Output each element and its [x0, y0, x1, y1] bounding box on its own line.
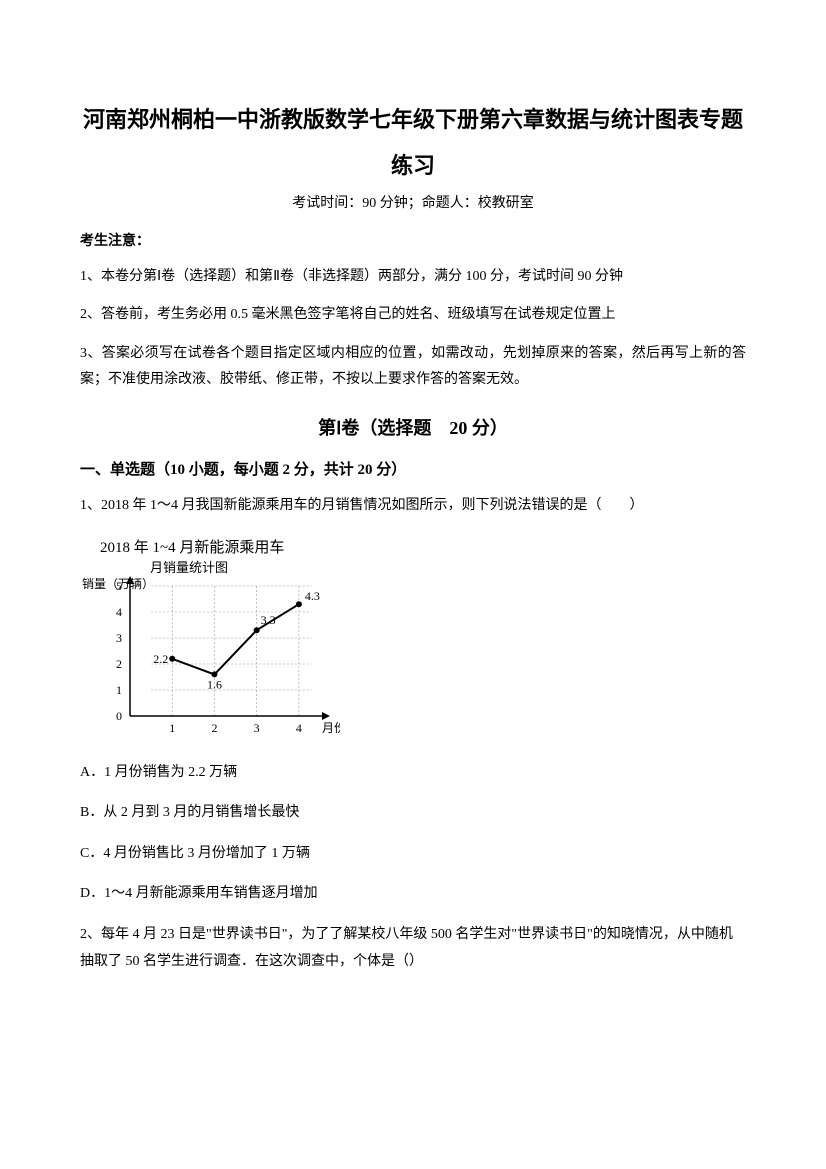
svg-text:0: 0 — [116, 709, 122, 723]
svg-text:月份: 月份 — [322, 721, 340, 735]
svg-text:2: 2 — [211, 721, 217, 735]
title-line2: 练习 — [80, 148, 746, 180]
svg-text:2018 年 1~4 月新能源乘用车: 2018 年 1~4 月新能源乘用车 — [100, 539, 284, 556]
q1-option-b: B．从 2 月到 3 月的月销售增长最快 — [80, 800, 746, 827]
question-2-stem: 2、每年 4 月 23 日是"世界读书日"，为了了解某校八年级 500 名学生对… — [80, 922, 746, 975]
subsection-header: 一、单选题（10 小题，每小题 2 分，共计 20 分） — [80, 458, 746, 479]
svg-text:1: 1 — [116, 683, 122, 697]
svg-text:2: 2 — [116, 657, 122, 671]
q1-option-c: C．4 月份销售比 3 月份增加了 1 万辆 — [80, 841, 746, 868]
svg-text:月销量统计图: 月销量统计图 — [150, 560, 228, 575]
title-line1: 河南郑州桐柏一中浙教版数学七年级下册第六章数据与统计图表专题 — [80, 100, 746, 140]
question-1-stem: 1、2018 年 1～4 月我国新能源乘用车的月销售情况如图所示，则下列说法错误… — [80, 493, 746, 520]
notice-header: 考生注意： — [80, 230, 746, 250]
svg-text:5: 5 — [116, 579, 122, 593]
svg-text:3: 3 — [116, 631, 122, 645]
q1-option-a: A．1 月份销售为 2.2 万辆 — [80, 760, 746, 787]
svg-text:1.6: 1.6 — [207, 677, 222, 691]
chart-container: 2018 年 1~4 月新能源乘用车月销量统计图销量（万辆）0123451234… — [80, 534, 746, 744]
notice-item-3: 3、答案必须写在试卷各个题目指定区域内相应的位置，如需改动，先划掉原来的答案，然… — [80, 341, 746, 394]
svg-text:4: 4 — [116, 605, 122, 619]
section-header: 第Ⅰ卷（选择题 20 分） — [80, 414, 746, 440]
line-chart: 2018 年 1~4 月新能源乘用车月销量统计图销量（万辆）0123451234… — [80, 534, 340, 744]
exam-info: 考试时间：90 分钟；命题人：校教研室 — [80, 192, 746, 212]
svg-text:3.3: 3.3 — [261, 613, 276, 627]
page: 河南郑州桐柏一中浙教版数学七年级下册第六章数据与统计图表专题 练习 考试时间：9… — [0, 0, 826, 1169]
svg-text:2.2: 2.2 — [153, 651, 168, 665]
svg-text:1: 1 — [169, 721, 175, 735]
notice-item-1: 1、本卷分第Ⅰ卷（选择题）和第Ⅱ卷（非选择题）两部分，满分 100 分，考试时间… — [80, 264, 746, 291]
svg-text:3: 3 — [254, 721, 260, 735]
notice-item-2: 2、答卷前，考生务必用 0.5 毫米黑色签字笔将自己的姓名、班级填写在试卷规定位… — [80, 302, 746, 329]
svg-text:4: 4 — [296, 721, 302, 735]
q1-option-d: D．1～4 月新能源乘用车销售逐月增加 — [80, 881, 746, 908]
svg-text:4.3: 4.3 — [305, 589, 320, 603]
